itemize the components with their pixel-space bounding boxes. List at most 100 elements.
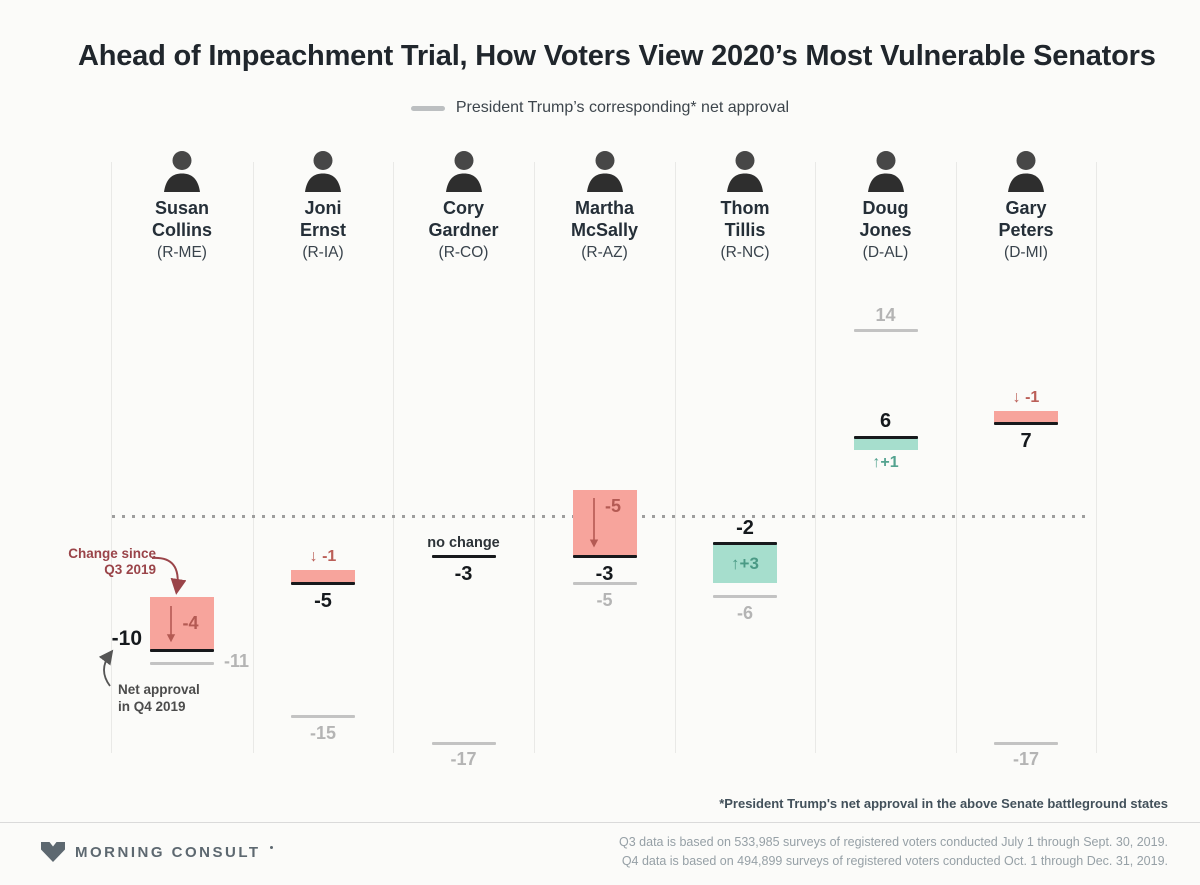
senator-net-approval-line (150, 648, 214, 652)
net-callout-line2: in Q4 2019 (118, 699, 186, 714)
column-divider (675, 162, 676, 753)
senator-name-block: Thom Tillis (R-NC) (675, 197, 815, 263)
senator-name-block: Gary Peters (D-MI) (956, 197, 1096, 263)
senator-first-name: Martha (574, 198, 634, 218)
change-label: ↓ -1 (309, 548, 337, 566)
net-approval-value: 7 (1020, 429, 1032, 452)
change-label: -4 (182, 612, 199, 633)
senator-first-name: Doug (862, 198, 909, 218)
change-box-content: -4 (150, 597, 214, 650)
change-callout-line2: Q3 2019 (104, 562, 156, 577)
senator-name-block: Doug Jones (D-AL) (816, 197, 956, 263)
net-approval-value: -2 (736, 516, 754, 539)
footer-divider (0, 822, 1200, 823)
senator-net-approval-line (713, 542, 777, 546)
source-note: Q3 data is based on 533,985 surveys of r… (619, 833, 1168, 871)
senator-party: (D-MI) (1004, 244, 1048, 261)
trump-net-approval-line (853, 329, 918, 333)
senator-last-name: Gardner (428, 220, 499, 240)
column-divider (1096, 162, 1097, 753)
senator-last-name: Peters (998, 220, 1054, 240)
senator-party: (R-IA) (302, 244, 344, 261)
senator-last-name: Ernst (299, 220, 346, 240)
source-line1: Q3 data is based on 533,985 surveys of r… (619, 835, 1168, 849)
senator-photo (445, 151, 482, 192)
net-approval-value: 6 (879, 410, 892, 433)
trump-approval-value: -17 (450, 749, 477, 770)
senator-photo-wrap (1003, 148, 1049, 197)
column-divider (393, 162, 394, 753)
source-line2: Q4 data is based on 494,899 surveys of r… (621, 854, 1168, 868)
net-approval-value: -3 (454, 562, 473, 585)
column-divider (815, 162, 816, 753)
column-divider (111, 162, 112, 753)
down-arrow-icon (167, 605, 176, 642)
legend: President Trump’s corresponding* net app… (0, 99, 1200, 117)
brand-wordmark: MORNING CONSULT (75, 843, 261, 861)
change-label: -5 (604, 496, 621, 517)
senator-photo (586, 151, 623, 192)
trump-net-approval-line (994, 741, 1058, 745)
senator-party: (R-ME) (157, 244, 207, 261)
senator-party: (R-CO) (438, 244, 489, 261)
senator-first-name: Cory (442, 198, 484, 218)
trump-net-approval-line (713, 595, 777, 599)
senator-net-approval-line (431, 555, 496, 559)
trademark-dot-icon (269, 846, 273, 849)
net-callout-line1: Net approval (118, 682, 200, 697)
senator-first-name: Thom (720, 198, 770, 218)
senator-photo-wrap (300, 148, 346, 197)
senator-photo (164, 151, 200, 192)
trump-approval-value: -5 (596, 589, 613, 610)
trump-approval-value: 14 (875, 304, 896, 325)
senator-photo-wrap (863, 148, 909, 197)
change-callout-line1: Change since (68, 546, 156, 561)
trump-approval-value: -6 (736, 602, 753, 623)
trump-net-approval-line (572, 582, 637, 585)
net-approval-value: -5 (314, 589, 332, 612)
change-label: ↑+3 (731, 553, 759, 573)
senator-photo-wrap (722, 148, 768, 197)
senator-name-block: Martha McSally (R-AZ) (535, 197, 675, 263)
senator-net-approval-line (572, 555, 637, 559)
trump-net-approval-line (291, 715, 355, 718)
senator-photo (727, 151, 763, 192)
change-label: no change (427, 534, 500, 551)
change-box: ↑+3 (713, 543, 777, 584)
senator-first-name: Joni (304, 198, 342, 218)
senator-photo (305, 151, 341, 192)
senator-photo-wrap (159, 148, 205, 197)
senator-last-name: Jones (859, 220, 912, 240)
senator-name-block: Joni Ernst (R-IA) (253, 197, 393, 263)
change-box-content: -5 (573, 490, 637, 557)
net-approval-callout-arrow-icon (98, 649, 114, 687)
down-arrow-icon (589, 498, 599, 548)
senator-name-block: Susan Collins (R-ME) (112, 197, 252, 263)
senator-photo-wrap (582, 148, 628, 197)
change-box (994, 410, 1058, 424)
trump-approval-value: -11 (224, 651, 250, 672)
trump-net-approval-line (431, 741, 496, 745)
change-callout-arrow-icon (151, 556, 186, 595)
net-approval-callout: Net approval in Q4 2019 (118, 681, 248, 715)
senator-party: (R-NC) (720, 244, 770, 261)
change-box: -4 (150, 596, 214, 650)
senator-party: (D-AL) (862, 244, 909, 261)
senator-name-block: Cory Gardner (R-CO) (394, 197, 534, 263)
net-approval-value: -10 (111, 627, 142, 650)
senator-last-name: Collins (151, 220, 212, 240)
trump-net-approval-line (150, 661, 214, 665)
footnote: *President Trump's net approval in the a… (719, 796, 1168, 811)
trump-line-swatch-icon (410, 105, 445, 111)
senator-photo-wrap (441, 148, 487, 197)
senator-photo (1008, 151, 1044, 192)
change-label: ↓ -1 (1012, 388, 1040, 406)
change-since-callout: Change since Q3 2019 (62, 546, 156, 578)
senator-last-name: McSally (570, 220, 639, 240)
change-box (291, 570, 355, 584)
net-approval-value: -3 (595, 562, 614, 585)
change-label: ↑+1 (872, 453, 899, 471)
change-box: -5 (572, 490, 637, 557)
senator-first-name: Gary (1005, 198, 1047, 218)
morning-consult-logo: MORNING CONSULT (40, 841, 273, 863)
